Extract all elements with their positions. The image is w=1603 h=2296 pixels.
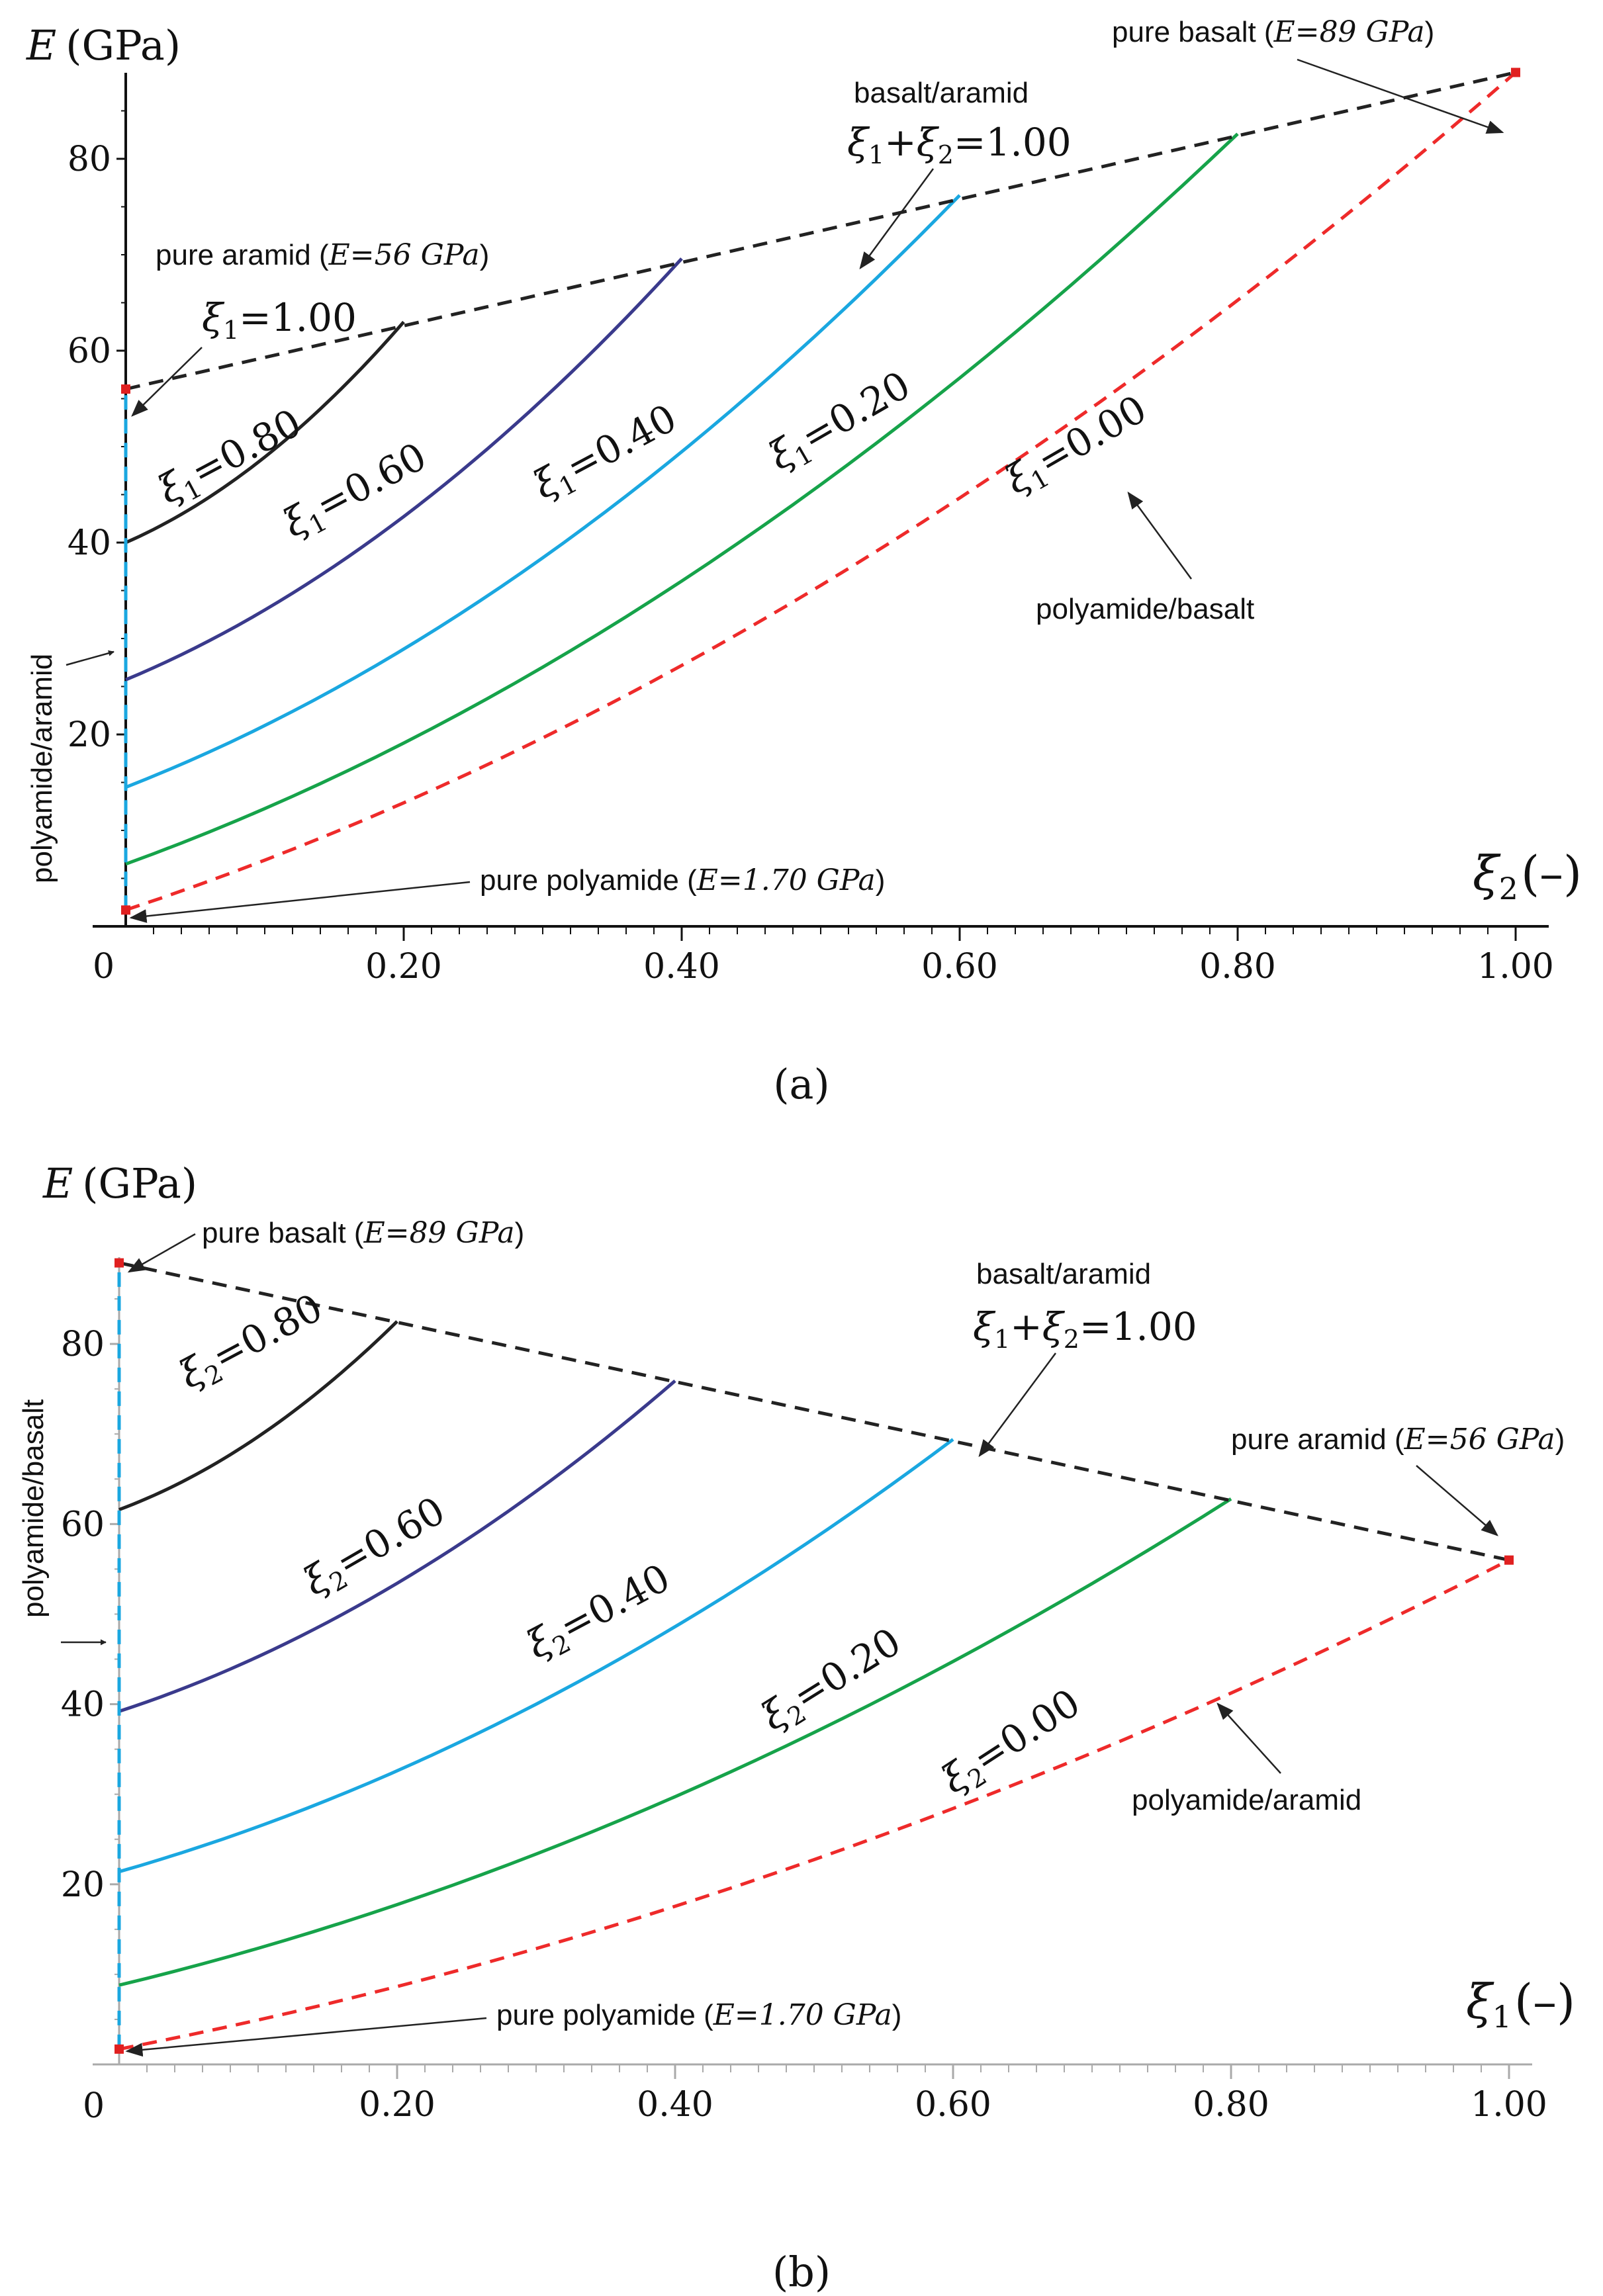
panel-label-a: (a) [773,1060,829,1108]
y-tick-label: 20 [61,1865,105,1905]
pure-basalt-label-b: pure basalt (E=89 GPa) [202,1216,524,1250]
x-minor-ticks-a [153,926,1488,934]
curve-label-a-4: ξ1=0.00 [997,386,1156,507]
curve-label-a-2: ξ1=0.40 [526,395,686,511]
x-tick-label: 1.00 [1477,947,1554,987]
x-tick-label: 1.00 [1471,2085,1547,2125]
pure-polyamide-label-a: pure polyamide (E=1.70 GPa) [480,863,885,897]
curve-label-a-3: ξ1=0.20 [761,363,920,483]
series-b [117,1261,1510,2051]
x-axis-label-b: ξ1(–) [1466,1974,1575,2035]
y-tick-label: 60 [68,331,111,371]
polyamide-basalt-label-a: polyamide/basalt [1036,593,1254,625]
point-pure-aramid [1504,1555,1514,1565]
y-ticks-b: 20 40 60 80 [61,1298,119,2020]
point-pure-aramid [121,384,130,394]
curve-label-b-0: ξ2=0.80 [172,1285,332,1401]
series-line--2-0-60 [118,1380,676,1713]
y-tick-label: 80 [61,1325,105,1364]
point-pure-basalt [114,1258,124,1268]
polyamide-aramid-arrow-a [66,650,114,666]
pure-aramid-label-a: pure aramid (E=56 GPa) [156,238,489,272]
polyamide-aramid-arrow-b [1216,1702,1281,1774]
y-tick-label: 40 [61,1685,105,1725]
xi1-one-label-a: ξ1=1.00 [202,295,357,345]
pure-aramid-label-b: pure aramid (E=56 GPa) [1231,1423,1565,1456]
polyamide-basalt-arrow-a [1127,491,1193,580]
series-line--2-0-20 [118,1497,1232,1987]
polyamide-aramid-label-a: polyamide/aramid [26,654,58,883]
x-tick-label: 0.80 [1199,947,1276,987]
points-b [114,1258,1514,2054]
x-tick-label: 0.60 [915,2085,991,2125]
x-axis-label-a: ξ2(–) [1473,846,1582,906]
pure-polyamide-arrow-a [129,881,471,923]
sum-constraint-arrow-b [978,1352,1057,1458]
pure-polyamide-label-b: pure polyamide (E=1.70 GPa) [496,1998,901,2032]
panel-a: 0.20 0.40 0.60 0.80 1.00 20 40 60 80 E (GPa) ξ2(… [26,15,1582,987]
y-tick-label: 60 [61,1505,105,1544]
x-tick-label: 0.20 [359,2085,435,2125]
series-line-basalt-aramid-1-2-1-00 [125,71,1516,391]
x-tick-label: 0.60 [921,947,998,987]
series-line--1-0-00 [125,71,1517,912]
x-tick-label: 0.20 [365,947,442,987]
y-axis-label-b: E (GPa) [42,1159,197,1208]
pure-polyamide-arrow-b [125,2017,487,2057]
pure-basalt-arrow-a [1297,58,1504,134]
axes-a: 0.20 0.40 0.60 0.80 1.00 20 40 60 80 [68,73,1554,987]
series-line--2-0-40 [118,1438,954,1874]
basalt-aramid-label-b: basalt/aramid [976,1258,1151,1290]
pure-basalt-arrow-b [127,1233,196,1273]
basalt-aramid-label-a: basalt/aramid [854,77,1029,109]
x-tick-label: 0.80 [1193,2085,1269,2125]
panel-b: 0.20 0.40 0.60 0.80 1.00 20 40 60 80 E (GPa) ξ1(… [17,1159,1575,2126]
y-tick-label: 20 [68,715,111,755]
pure-basalt-label-a: pure basalt (E=89 GPa) [1112,15,1434,49]
curve-label-b-2: ξ2=0.40 [520,1555,680,1671]
series-line--1-0-40 [125,194,961,789]
x-tick-label: 0.40 [637,2085,713,2125]
pure-aramid-arrow-b [1416,1465,1498,1536]
point-pure-polyamide [114,2044,124,2054]
sum-constraint-label-b: ξ1+ξ2=1.00 [973,1304,1197,1354]
polyamide-aramid-label-b: polyamide/aramid [1132,1784,1361,1816]
y-ticks-a: 20 40 60 80 [68,110,126,879]
axes-b: 0.20 0.40 0.60 0.80 1.00 20 40 60 80 [61,1257,1547,2125]
x-major-ticks-a: 0.20 0.40 0.60 0.80 1.00 [365,926,1554,987]
series-line--2-0-00 [118,1558,1510,2051]
y-tick-label: 40 [68,523,111,563]
series-line-basalt-aramid-1-2-1-00 [118,1261,1510,1562]
series-line--1-0-80 [124,320,405,545]
panel-label-b: (b) [772,2248,831,2296]
series-a [124,71,1517,912]
curve-label-b-1: ξ2=0.60 [296,1487,455,1608]
y-axis-label-a: E (GPa) [26,21,181,69]
polyamide-basalt-label-b: polyamide/basalt [17,1399,50,1618]
pure-aramid-arrow-a [131,347,203,417]
point-pure-polyamide [121,905,130,915]
sum-constraint-label-a: ξ1+ξ2=1.00 [847,120,1072,169]
x-minor-ticks-b [146,2064,1482,2072]
origin-label-b: 0 [83,2086,105,2126]
series-line--2-0-80 [118,1320,398,1511]
sum-constraint-arrow-a [859,168,935,270]
point-pure-basalt [1511,67,1520,77]
curve-label-a-1: ξ1=0.60 [276,433,436,550]
series-line--1-0-20 [125,132,1239,866]
series-line--1-0-60 [125,257,683,682]
y-tick-label: 80 [68,140,111,179]
origin-label-a: 0 [93,947,114,987]
x-tick-label: 0.40 [643,947,720,987]
x-major-ticks-b: 0.20 0.40 0.60 0.80 1.00 [359,2064,1547,2125]
points-a [121,67,1520,915]
curve-label-a-0: ξ1=0.80 [151,400,311,517]
